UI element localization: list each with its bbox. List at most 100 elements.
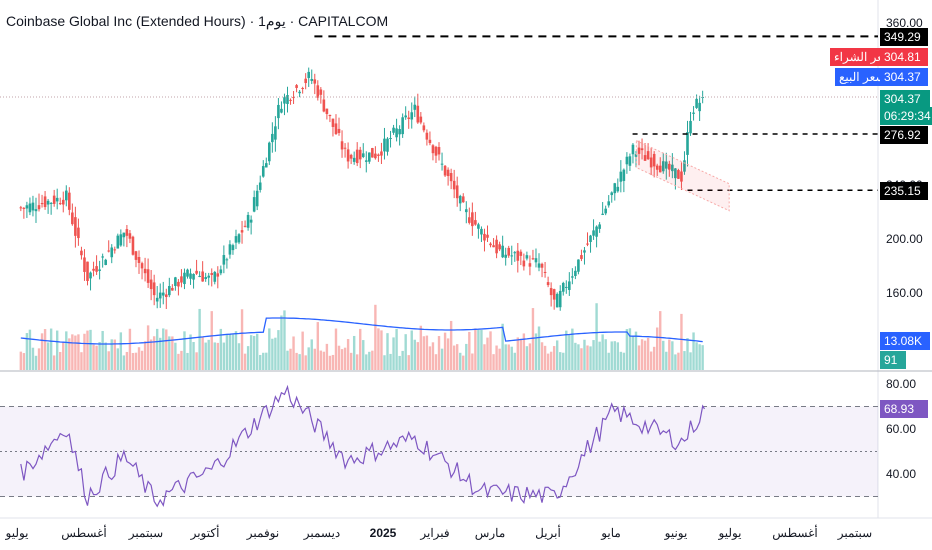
volume-bar <box>692 332 695 370</box>
volume-bar <box>483 344 486 370</box>
candle <box>474 211 477 226</box>
volume-bar <box>252 335 256 370</box>
volume-bar <box>262 352 265 370</box>
candle-body <box>537 263 541 268</box>
candle <box>201 261 204 282</box>
volume-bar <box>534 333 538 370</box>
candle <box>392 124 395 135</box>
candle <box>98 260 101 280</box>
rsi-tick-40: 40.00 <box>886 467 917 481</box>
candle-body <box>125 229 129 236</box>
volume-bar <box>162 328 165 370</box>
candle <box>198 271 201 278</box>
candle-body <box>316 85 320 98</box>
volume-bar <box>489 331 492 370</box>
volume-bar <box>343 347 347 370</box>
volume-bar <box>62 341 65 370</box>
candle <box>398 125 401 146</box>
candle <box>77 218 80 246</box>
volume-bar <box>410 330 413 370</box>
candle <box>207 272 211 286</box>
volume-bar <box>380 330 383 370</box>
candle-body <box>189 273 192 279</box>
candle <box>407 110 411 129</box>
candle-body <box>149 279 153 290</box>
candle-body <box>419 116 423 123</box>
volume-bar <box>413 339 416 370</box>
candle <box>383 127 386 160</box>
candle-body <box>558 290 562 308</box>
candle <box>316 80 320 101</box>
candle <box>586 232 589 247</box>
candle-body <box>371 148 374 158</box>
candle <box>419 112 423 125</box>
time-label: أبريل <box>535 526 561 540</box>
volume-bar <box>434 354 438 370</box>
candle-body <box>649 157 653 168</box>
candle <box>340 130 344 158</box>
candle-body <box>61 199 65 205</box>
volume-bar <box>362 340 365 370</box>
candle <box>513 251 517 262</box>
candle-body <box>401 117 404 135</box>
candle <box>58 197 62 206</box>
candle-body <box>616 186 620 192</box>
candle-body <box>428 139 432 144</box>
volume-bar <box>116 348 120 370</box>
candle <box>386 137 389 156</box>
candle <box>61 191 65 213</box>
time-label: يوليو <box>718 526 742 540</box>
candle <box>210 268 214 287</box>
volume-bar <box>474 328 477 370</box>
volume-bar <box>652 346 656 370</box>
rsi-value-tag: 68.93 <box>880 400 928 418</box>
candle <box>628 153 632 171</box>
candle-body <box>504 254 507 258</box>
candle <box>52 189 56 207</box>
candle <box>458 194 462 212</box>
candle <box>364 151 368 173</box>
candle-body <box>510 255 514 257</box>
volume-bar <box>137 347 141 370</box>
volume-bar <box>555 340 559 370</box>
volume-bar <box>471 353 474 370</box>
candle-body <box>464 209 468 213</box>
volume-bar <box>655 327 659 370</box>
volume-bar <box>198 308 201 370</box>
candle <box>468 207 471 225</box>
volume-bar <box>407 355 410 370</box>
candle <box>225 257 229 269</box>
volume-bar <box>216 342 220 370</box>
candle-body <box>319 89 323 95</box>
candles <box>19 67 704 311</box>
candle <box>434 145 438 163</box>
time-label: فبراير <box>420 526 450 540</box>
candle-body <box>283 97 286 104</box>
volume-tag: 13.08K <box>880 332 930 350</box>
candle <box>561 281 565 296</box>
candle-body <box>671 164 674 172</box>
volume-bar <box>355 354 359 370</box>
candle <box>495 235 498 259</box>
candle-body <box>177 281 180 287</box>
candle-body <box>486 234 489 238</box>
candle-body <box>555 293 559 308</box>
price-tick-200: 200.00 <box>886 232 923 246</box>
candle-body <box>261 166 265 177</box>
volume-bar <box>589 346 592 370</box>
candle <box>37 193 41 212</box>
candle-body <box>28 203 32 213</box>
volume-bar <box>537 326 541 370</box>
candle <box>461 193 465 203</box>
volume-bar <box>165 329 168 370</box>
candle-body <box>161 292 165 296</box>
candle <box>428 131 432 146</box>
volume-bar <box>43 329 47 370</box>
volume-bar <box>452 345 456 370</box>
candle <box>640 138 644 160</box>
candle-body <box>198 275 201 277</box>
candle-body <box>658 165 662 173</box>
candle-body <box>355 149 359 164</box>
candle-body <box>507 247 511 256</box>
